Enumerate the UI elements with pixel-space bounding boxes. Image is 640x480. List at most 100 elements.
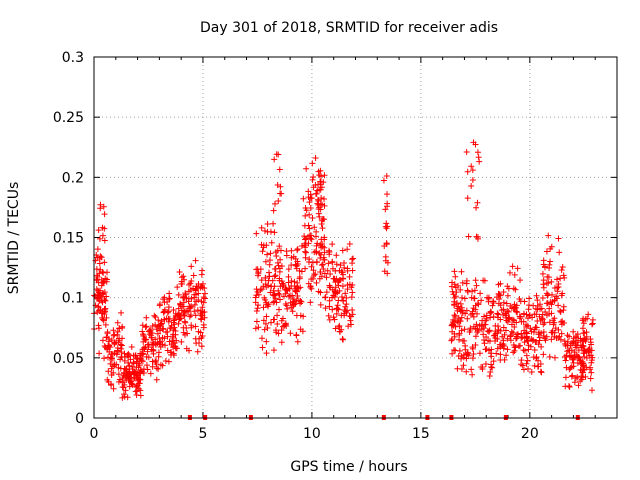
data-point [329, 241, 336, 248]
data-point [521, 347, 528, 354]
data-point [449, 321, 456, 328]
data-point [274, 259, 281, 266]
data-point [463, 149, 470, 156]
data-point [103, 293, 110, 300]
data-point [548, 336, 555, 343]
data-point [568, 373, 575, 380]
data-point [324, 267, 331, 274]
data-point [101, 296, 108, 303]
data-point [533, 338, 540, 345]
data-point [557, 307, 564, 314]
data-point [100, 290, 107, 297]
data-point [294, 292, 301, 299]
data-point [319, 243, 326, 250]
data-point [288, 277, 295, 284]
data-point [254, 288, 261, 295]
data-point [149, 323, 156, 330]
data-point [330, 275, 337, 282]
data-point [537, 306, 544, 313]
y-tick-label: 0.15 [53, 231, 84, 247]
data-point [278, 339, 285, 346]
data-point [579, 358, 586, 365]
data-point [262, 320, 269, 327]
data-point [151, 312, 158, 319]
data-point [325, 260, 332, 267]
data-point [332, 284, 339, 291]
data-point [271, 316, 278, 323]
data-point [306, 256, 313, 263]
data-point [459, 337, 466, 344]
data-point [475, 301, 482, 308]
data-point [176, 268, 183, 275]
data-point [549, 329, 556, 336]
data-point [115, 371, 122, 378]
data-point [164, 328, 171, 335]
data-point [293, 285, 300, 292]
data-point [478, 363, 485, 370]
data-point [551, 354, 558, 361]
y-tick-label: 0 [75, 411, 84, 427]
data-point [111, 350, 118, 357]
data-point [160, 296, 167, 303]
y-tick-label: 0.25 [53, 110, 84, 126]
data-point [338, 293, 345, 300]
data-point [342, 303, 349, 310]
data-point [147, 326, 154, 333]
data-point [497, 280, 504, 287]
data-point [312, 154, 319, 161]
data-point [166, 290, 173, 297]
data-point [481, 340, 488, 347]
data-point [283, 252, 290, 259]
x-tick-label: 15 [412, 426, 430, 442]
data-point [458, 307, 465, 314]
data-point [202, 295, 209, 302]
data-point [293, 331, 300, 338]
data-point [308, 276, 315, 283]
data-point [185, 298, 192, 305]
data-point [124, 394, 131, 401]
data-point [96, 270, 103, 277]
data-point [335, 323, 342, 330]
data-point [560, 303, 567, 310]
data-point [321, 234, 328, 241]
data-point [293, 297, 300, 304]
data-point [170, 317, 177, 324]
data-point [509, 316, 516, 323]
data-point [198, 312, 205, 319]
data-point [157, 338, 164, 345]
data-point [461, 295, 468, 302]
data-point [162, 358, 169, 365]
data-point [253, 307, 260, 314]
data-point [559, 263, 566, 270]
data-point [497, 351, 504, 358]
data-point [313, 279, 320, 286]
data-point [302, 248, 309, 255]
data-point [271, 156, 278, 163]
data-point [464, 195, 471, 202]
data-point [143, 362, 150, 369]
data-point [321, 256, 328, 263]
data-point [543, 248, 550, 255]
data-point [348, 294, 355, 301]
data-point [200, 321, 207, 328]
data-point [101, 237, 108, 244]
data-point [333, 310, 340, 317]
data-point [449, 328, 456, 335]
data-point [456, 347, 463, 354]
data-point [496, 341, 503, 348]
data-point [525, 346, 532, 353]
data-point [519, 334, 526, 341]
data-point [98, 254, 105, 261]
data-point [127, 374, 134, 381]
data-point [546, 353, 553, 360]
data-point [119, 325, 126, 332]
data-point [317, 301, 324, 308]
data-point [188, 322, 195, 329]
data-point [572, 375, 579, 382]
data-point [523, 360, 530, 367]
data-point [274, 312, 281, 319]
data-point [99, 224, 106, 231]
data-point [345, 323, 352, 330]
data-point [489, 302, 496, 309]
data-point [588, 341, 595, 348]
